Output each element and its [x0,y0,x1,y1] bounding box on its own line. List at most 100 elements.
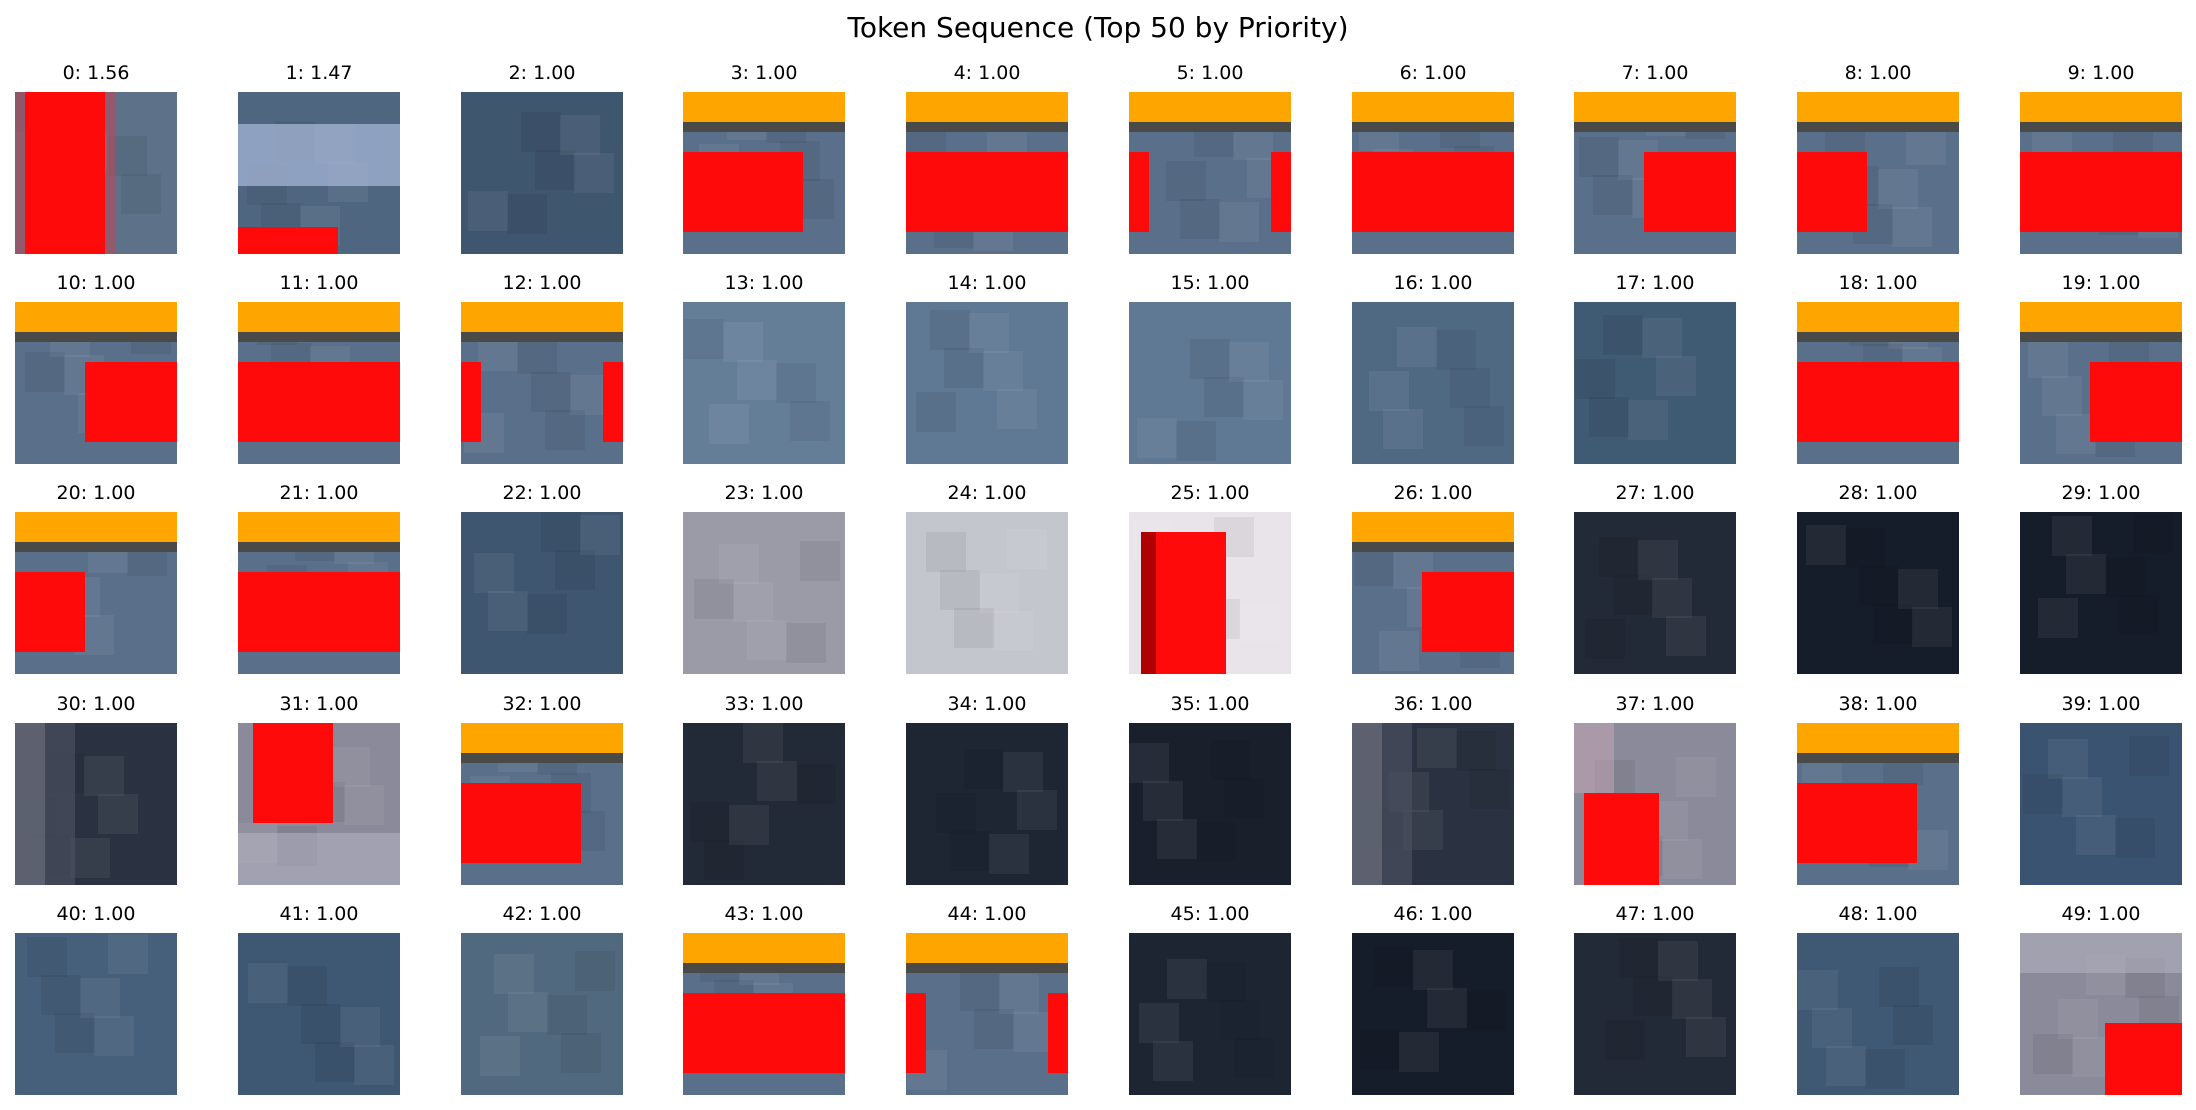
token-label: 26: 1.00 [1393,482,1473,504]
token-label: 47: 1.00 [1615,903,1695,925]
token-label: 36: 1.00 [1393,693,1473,715]
token-patch-image [2020,302,2182,464]
token-label: 27: 1.00 [1615,482,1695,504]
token-patch-image [1574,512,1736,674]
token-label: 19: 1.00 [2061,272,2141,294]
token-label: 37: 1.00 [1615,693,1695,715]
token-thumbnail [1352,933,1514,1095]
token-patch-image [1352,92,1514,254]
token-label: 22: 1.00 [502,482,582,504]
token-patch-image [906,302,1068,464]
token-thumbnail [1352,723,1514,885]
token-patch-image [906,512,1068,674]
token-patch-image [461,302,623,464]
token-patch-image [238,512,400,674]
token-label: 14: 1.00 [947,272,1027,294]
token-patch-image [1352,512,1514,674]
token-label: 23: 1.00 [724,482,804,504]
token-patch-image [683,723,845,885]
token-thumbnail [683,302,845,464]
token-label: 44: 1.00 [947,903,1027,925]
token-thumbnail [2020,92,2182,254]
token-label: 28: 1.00 [1838,482,1918,504]
token-thumbnail [683,92,845,254]
token-thumbnail [238,92,400,254]
token-patch-image [15,92,177,254]
token-patch-image [683,933,845,1095]
token-patch-image [2020,723,2182,885]
token-thumbnail [1574,302,1736,464]
token-patch-image [461,512,623,674]
token-thumbnail [1574,92,1736,254]
token-thumbnail [1797,92,1959,254]
token-label: 2: 1.00 [508,62,576,84]
token-label: 21: 1.00 [279,482,359,504]
token-patch-image [906,92,1068,254]
token-thumbnail [906,92,1068,254]
token-label: 39: 1.00 [2061,693,2141,715]
token-label: 24: 1.00 [947,482,1027,504]
token-patch-image [238,933,400,1095]
token-label: 15: 1.00 [1170,272,1250,294]
token-patch-image [1352,933,1514,1095]
token-thumbnail [1129,723,1291,885]
token-patch-image [461,933,623,1095]
token-thumbnail [2020,512,2182,674]
token-thumbnail [1129,92,1291,254]
token-label: 48: 1.00 [1838,903,1918,925]
token-thumbnail [2020,723,2182,885]
token-label: 33: 1.00 [724,693,804,715]
token-label: 40: 1.00 [56,903,136,925]
token-patch-image [15,512,177,674]
token-patch-image [683,512,845,674]
token-patch-image [2020,92,2182,254]
token-thumbnail [15,512,177,674]
token-patch-image [1129,933,1291,1095]
token-label: 1: 1.47 [285,62,353,84]
token-label: 12: 1.00 [502,272,582,294]
token-patch-image [15,933,177,1095]
token-patch-image [1574,723,1736,885]
token-patch-image [906,723,1068,885]
token-label: 10: 1.00 [56,272,136,294]
token-patch-image [2020,933,2182,1095]
token-patch-image [1797,723,1959,885]
token-patch-image [238,92,400,254]
token-thumbnail [683,512,845,674]
token-thumbnail [461,723,623,885]
token-thumbnail [238,302,400,464]
token-thumbnail [1129,512,1291,674]
token-thumbnail [461,302,623,464]
token-thumbnail [1129,302,1291,464]
token-patch-image [15,723,177,885]
token-label: 42: 1.00 [502,903,582,925]
token-thumbnail [1352,512,1514,674]
token-label: 29: 1.00 [2061,482,2141,504]
token-label: 4: 1.00 [953,62,1021,84]
token-label: 11: 1.00 [279,272,359,294]
token-patch-image [1129,512,1291,674]
token-thumbnail [238,933,400,1095]
token-thumbnail [683,723,845,885]
token-label: 18: 1.00 [1838,272,1918,294]
token-label: 20: 1.00 [56,482,136,504]
token-thumbnail [238,512,400,674]
token-patch-image [461,92,623,254]
token-thumbnail [906,512,1068,674]
token-thumbnail [1352,302,1514,464]
token-label: 8: 1.00 [1844,62,1912,84]
token-thumbnail [15,302,177,464]
token-patch-image [15,302,177,464]
token-label: 49: 1.00 [2061,903,2141,925]
token-patch-image [461,723,623,885]
token-patch-image [1797,302,1959,464]
token-label: 34: 1.00 [947,693,1027,715]
token-label: 30: 1.00 [56,693,136,715]
token-patch-image [1129,302,1291,464]
token-thumbnail [461,92,623,254]
token-thumbnail [15,723,177,885]
token-thumbnail [1797,723,1959,885]
token-label: 9: 1.00 [2067,62,2135,84]
token-thumbnail [2020,302,2182,464]
